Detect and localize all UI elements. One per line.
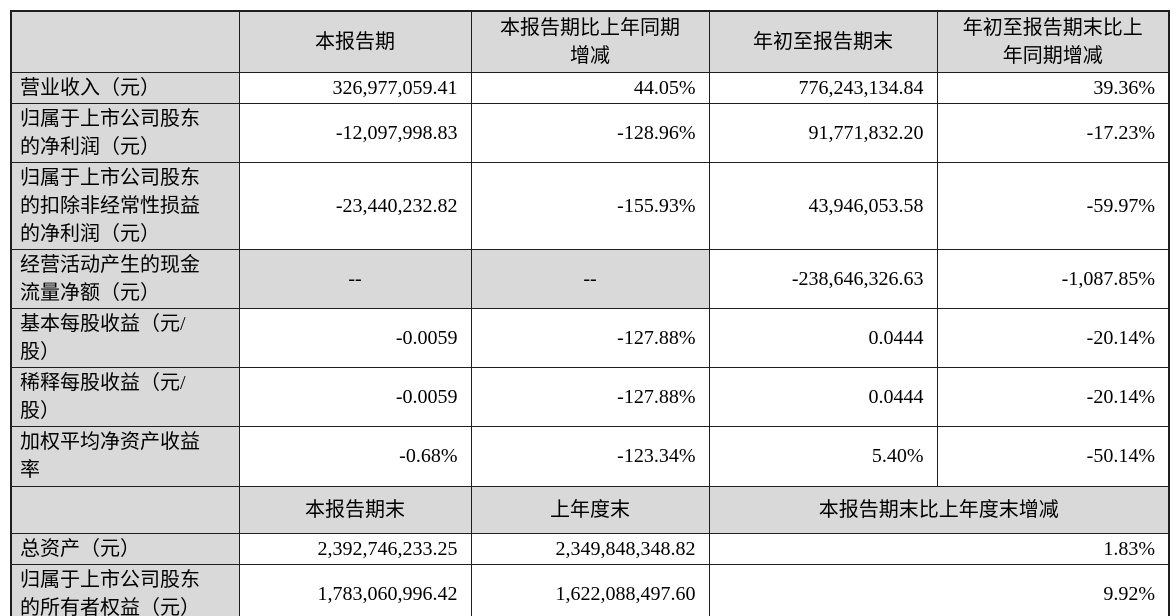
diluted-eps-yoy-change: -127.88% [470, 366, 710, 427]
header-year-to-date-yoy-change: 年初至报告期末比上 年同期增减 [936, 10, 1170, 73]
header-current-period-end: 本报告期末 [238, 485, 472, 534]
label-total-assets: 总资产（元） [10, 532, 240, 565]
header2-corner-cell [10, 485, 240, 534]
period-end-header-row: 本报告期末 上年度末 本报告期末比上年度末增减 [10, 485, 1170, 534]
equity-prior-year-end: 1,622,088,497.60 [470, 563, 710, 616]
basic-eps-ytd: 0.0444 [708, 307, 938, 368]
net-profit-excl-yoy-change: -155.93% [470, 161, 710, 250]
label-diluted-eps: 稀释每股收益（元/ 股） [10, 366, 240, 427]
net-profit-yoy-change: -128.96% [470, 102, 710, 163]
diluted-eps-ytd-yoy-change: -20.14% [936, 366, 1170, 427]
row-operating-cash-flow: 经营活动产生的现金 流量净额（元） -- -- -238,646,326.63 … [10, 248, 1170, 309]
row-shareholders-equity: 归属于上市公司股东 的所有者权益（元） 1,783,060,996.42 1,6… [10, 563, 1170, 616]
period-header-row: 本报告期 本报告期比上年同期 增减 年初至报告期末 年初至报告期末比上 年同期增… [10, 10, 1170, 73]
cash-flow-ytd-yoy-change: -1,087.85% [936, 248, 1170, 309]
row-weighted-avg-roe: 加权平均净资产收益 率 -0.68% -123.34% 5.40% -50.14… [10, 425, 1170, 487]
roe-yoy-change: -123.34% [470, 425, 710, 487]
financial-summary-table: 本报告期 本报告期比上年同期 增减 年初至报告期末 年初至报告期末比上 年同期增… [10, 10, 1170, 616]
equity-current: 1,783,060,996.42 [238, 563, 472, 616]
cash-flow-current-na: -- [238, 248, 472, 309]
header-current-period-yoy-change: 本报告期比上年同期 增减 [470, 10, 710, 73]
equity-change: 9.92% [708, 563, 1170, 616]
net-profit-excl-ytd-yoy-change: -59.97% [936, 161, 1170, 250]
basic-eps-current: -0.0059 [238, 307, 472, 368]
label-shareholders-equity: 归属于上市公司股东 的所有者权益（元） [10, 563, 240, 616]
label-operating-cash-flow: 经营活动产生的现金 流量净额（元） [10, 248, 240, 309]
net-profit-excl-current: -23,440,232.82 [238, 161, 472, 250]
net-profit-ytd-yoy-change: -17.23% [936, 102, 1170, 163]
label-net-profit-excl-nonrecurring: 归属于上市公司股东 的扣除非经常性损益 的净利润（元） [10, 161, 240, 250]
total-assets-prior-year-end: 2,349,848,348.82 [470, 532, 710, 565]
row-diluted-eps: 稀释每股收益（元/ 股） -0.0059 -127.88% 0.0444 -20… [10, 366, 1170, 427]
revenue-ytd-yoy-change: 39.36% [936, 71, 1170, 104]
row-revenue: 营业收入（元） 326,977,059.41 44.05% 776,243,13… [10, 71, 1170, 104]
row-net-profit-excl-nonrecurring: 归属于上市公司股东 的扣除非经常性损益 的净利润（元） -23,440,232.… [10, 161, 1170, 250]
label-net-profit: 归属于上市公司股东 的净利润（元） [10, 102, 240, 163]
revenue-current: 326,977,059.41 [238, 71, 472, 104]
basic-eps-yoy-change: -127.88% [470, 307, 710, 368]
header-corner-cell [10, 10, 240, 73]
roe-ytd-yoy-change: -50.14% [936, 425, 1170, 487]
net-profit-current: -12,097,998.83 [238, 102, 472, 163]
label-weighted-avg-roe: 加权平均净资产收益 率 [10, 425, 240, 487]
header-current-period: 本报告期 [238, 10, 472, 73]
total-assets-current: 2,392,746,233.25 [238, 532, 472, 565]
net-profit-excl-ytd: 43,946,053.58 [708, 161, 938, 250]
header-prior-year-end: 上年度末 [470, 485, 710, 534]
cash-flow-yoy-change-na: -- [470, 248, 710, 309]
row-net-profit: 归属于上市公司股东 的净利润（元） -12,097,998.83 -128.96… [10, 102, 1170, 163]
cash-flow-ytd: -238,646,326.63 [708, 248, 938, 309]
header-period-end-vs-prior-year-end: 本报告期末比上年度末增减 [708, 485, 1170, 534]
diluted-eps-current: -0.0059 [238, 366, 472, 427]
revenue-yoy-change: 44.05% [470, 71, 710, 104]
diluted-eps-ytd: 0.0444 [708, 366, 938, 427]
net-profit-ytd: 91,771,832.20 [708, 102, 938, 163]
row-basic-eps: 基本每股收益（元/ 股） -0.0059 -127.88% 0.0444 -20… [10, 307, 1170, 368]
revenue-ytd: 776,243,134.84 [708, 71, 938, 104]
row-total-assets: 总资产（元） 2,392,746,233.25 2,349,848,348.82… [10, 532, 1170, 565]
label-basic-eps: 基本每股收益（元/ 股） [10, 307, 240, 368]
label-revenue: 营业收入（元） [10, 71, 240, 104]
header-year-to-date: 年初至报告期末 [708, 10, 938, 73]
roe-current: -0.68% [238, 425, 472, 487]
roe-ytd: 5.40% [708, 425, 938, 487]
total-assets-change: 1.83% [708, 532, 1170, 565]
basic-eps-ytd-yoy-change: -20.14% [936, 307, 1170, 368]
